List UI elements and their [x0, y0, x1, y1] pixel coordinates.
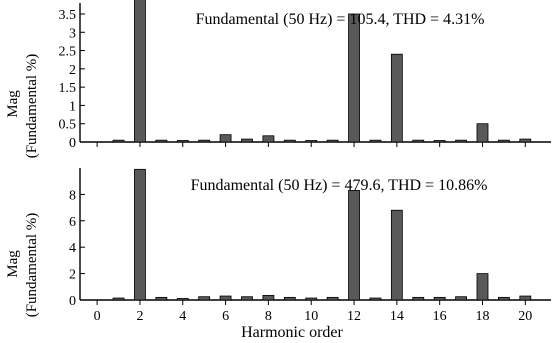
bar-h3 [155, 139, 168, 143]
x-axis-tick-labels: 0 2 4 6 8 10 12 14 16 18 20 [94, 309, 533, 324]
panel-top: 0 0.5 1 1.5 2 2.5 3 3.5 Fundamental (50 Hz) = 10… [5, 0, 551, 158]
x-tick-label: 18 [475, 309, 489, 324]
bar-h9 [283, 139, 296, 143]
y-tick-label: 0 [69, 136, 76, 151]
x-tick-label: 8 [265, 309, 272, 324]
bar-h15 [412, 296, 425, 301]
bar-h14 [390, 209, 403, 301]
bar-h17 [455, 139, 467, 143]
y-tick-label: 0.5 [59, 118, 77, 133]
y-tick-label: 2.5 [59, 45, 77, 60]
y-axis-label-line2: (Fundamental %) [24, 213, 40, 318]
x-tick-label: 2 [136, 309, 143, 324]
y-tick-label: 2 [69, 268, 76, 283]
x-tick-label: 12 [347, 309, 361, 324]
y-axis-label-line1: Mag [5, 90, 21, 118]
bar-h20 [519, 138, 532, 143]
bar-h1 [112, 139, 125, 143]
y-tick-label: 3 [69, 26, 76, 41]
x-tick-label: 20 [518, 309, 532, 324]
x-tick-label: 6 [222, 309, 229, 324]
bar-h1 [112, 297, 125, 301]
y-tick-label: 1 [69, 99, 76, 114]
x-tick-label: 4 [179, 309, 186, 324]
bar-h10 [305, 140, 318, 143]
bar-h18 [476, 123, 489, 143]
bar-h7 [241, 138, 253, 143]
bar-h20 [519, 295, 532, 301]
bar-h8 [262, 135, 275, 143]
annotation-text: Fundamental (50 Hz) = 479.6, THD = 10.86… [191, 177, 488, 194]
y-tick-label: 3.5 [59, 8, 77, 23]
bar-h5 [198, 296, 211, 301]
y-tick-label: 1.5 [59, 81, 77, 96]
bar-h12 [348, 190, 360, 301]
bar-h11 [326, 296, 339, 301]
y-tick-label: 6 [69, 215, 76, 230]
bar-h9 [283, 296, 296, 301]
bar-h16 [433, 140, 446, 143]
bar-h18 [476, 273, 489, 301]
bar-h4 [176, 298, 189, 301]
x-axis-label: Harmonic order [241, 324, 343, 341]
y-tick-label: 4 [69, 241, 76, 256]
y-axis-label-line2: (Fundamental %) [24, 54, 40, 159]
bar-h7 [241, 296, 253, 301]
bar-h16 [433, 296, 446, 301]
panel-bottom: 0 2 4 6 8 Fundamental (50 Hz) = 479.6, THD = … [5, 168, 551, 317]
bar-h6 [219, 295, 232, 301]
bar-h11 [326, 139, 339, 143]
bar-h15 [412, 139, 425, 143]
bar-h2 [134, 168, 146, 301]
bar-h14 [390, 53, 403, 143]
bar-h8 [262, 294, 275, 301]
bar-h17 [455, 296, 467, 301]
y-axis-label-line1: Mag [5, 250, 21, 278]
x-tick-label: 14 [390, 309, 404, 324]
bar-h12 [348, 13, 360, 143]
bar-h3 [155, 296, 168, 301]
bar-h6 [219, 134, 232, 143]
y-tick-label: 2 [69, 63, 76, 78]
bar-h19 [497, 296, 510, 301]
bar-h13 [369, 297, 382, 301]
bar-h5 [198, 139, 211, 143]
bar-h13 [369, 139, 382, 143]
x-tick-label: 0 [94, 309, 101, 324]
x-tick-label: 16 [433, 309, 447, 324]
y-tick-label: 0 [69, 294, 76, 309]
annotation-text: Fundamental (50 Hz) = 105.4, THD = 4.31% [196, 11, 485, 28]
y-tick-label: 8 [69, 188, 76, 203]
bar-h4 [176, 140, 189, 143]
bar-h2 [134, 0, 146, 143]
bar-h19 [497, 139, 510, 143]
bar-h10 [305, 297, 318, 301]
x-tick-label: 10 [304, 309, 318, 324]
